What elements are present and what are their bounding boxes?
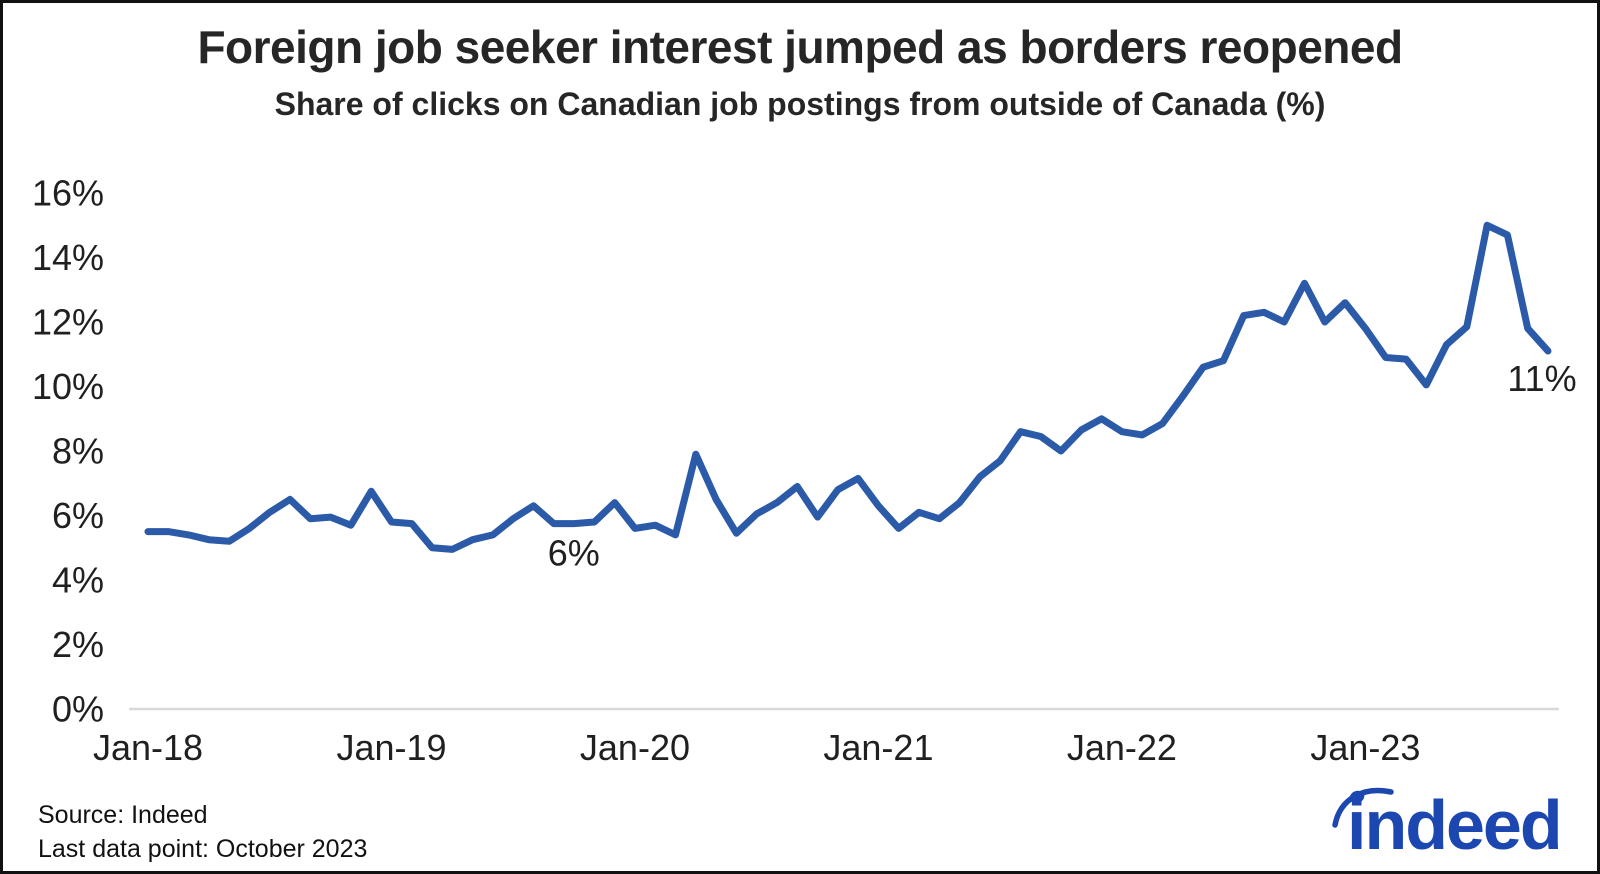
y-axis-tick-label: 16% (32, 173, 104, 214)
line-chart: 0% 2% 4% 6% 8% 10% 12% 14% 16% Jan-18 Jan-19 Jan-20… (32, 173, 1577, 769)
chart-title: Foreign job seeker interest jumped as bo… (197, 21, 1403, 73)
indeed-logo: indeed (1327, 779, 1577, 864)
logo-wordmark: indeed (1347, 786, 1561, 861)
y-axis-tick-label: 8% (52, 431, 104, 472)
source-note: Source: Indeed Last data point: October … (38, 798, 367, 866)
y-axis-tick-label: 10% (32, 366, 104, 407)
y-axis-tick-label: 0% (52, 689, 104, 730)
y-axis-tick-label: 12% (32, 302, 104, 343)
y-axis-tick-label: 2% (52, 624, 104, 665)
x-axis-tick-label: Jan-20 (580, 727, 690, 768)
annotation-label: 11% (1507, 358, 1576, 399)
logo-i-dot-icon (1349, 790, 1365, 804)
x-axis-tick-label: Jan-19 (336, 727, 446, 768)
source-line: Source: Indeed (38, 801, 208, 829)
x-axis-tick-label: Jan-22 (1067, 727, 1177, 768)
x-axis-tick-label: Jan-18 (93, 727, 203, 768)
y-axis-tick-label: 14% (32, 237, 104, 278)
trend-line (144, 221, 1552, 553)
x-axis-tick-label: Jan-21 (823, 727, 933, 768)
annotation-label: 6% (548, 533, 600, 574)
y-axis-tick-label: 6% (52, 495, 104, 536)
chart-subtitle: Share of clicks on Canadian job postings… (274, 86, 1326, 122)
y-axis-tick-label: 4% (52, 560, 104, 601)
last-data-point-line: Last data point: October 2023 (38, 835, 368, 863)
x-axis-tick-label: Jan-23 (1310, 727, 1420, 768)
